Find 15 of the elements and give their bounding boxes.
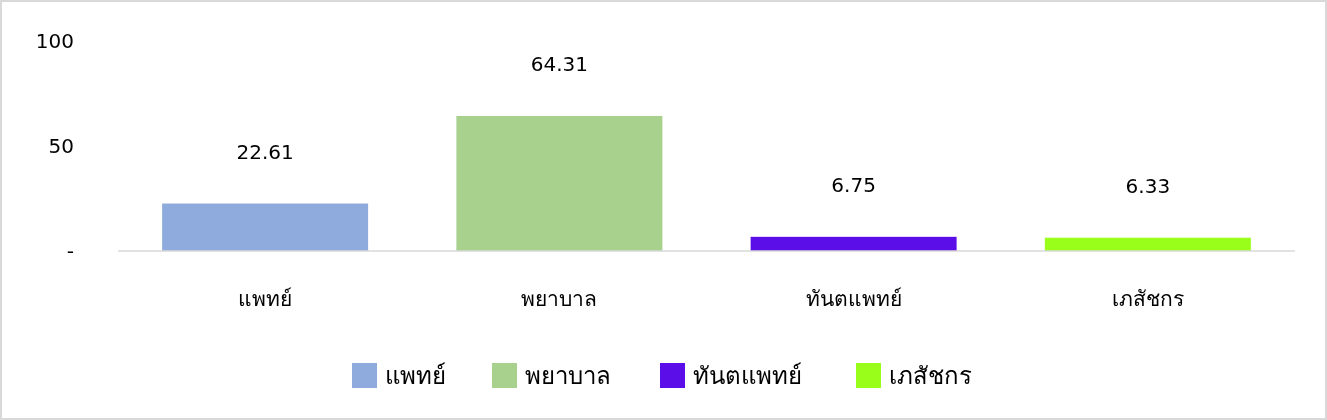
x-tick-label: พยาบาล — [521, 287, 598, 311]
legend-label: เภสัชกร — [889, 362, 972, 390]
y-tick-label: 50 — [48, 134, 74, 158]
x-tick-label: เภสัชกร — [1111, 287, 1184, 311]
x-tick-label: แพทย์ — [238, 287, 293, 311]
data-label: 22.61 — [236, 139, 294, 164]
legend-label: แพทย์ — [385, 362, 446, 390]
legend-label: พยาบาล — [525, 362, 611, 390]
data-label: 6.75 — [831, 172, 876, 197]
x-tick-label: ทันตแพทย์ — [805, 287, 902, 311]
y-tick-label: - — [66, 239, 74, 263]
y-tick-label: 100 — [35, 29, 74, 53]
legend-label: ทันตแพทย์ — [693, 362, 802, 390]
data-label: 6.33 — [1125, 173, 1171, 198]
data-label: 64.31 — [530, 51, 589, 76]
